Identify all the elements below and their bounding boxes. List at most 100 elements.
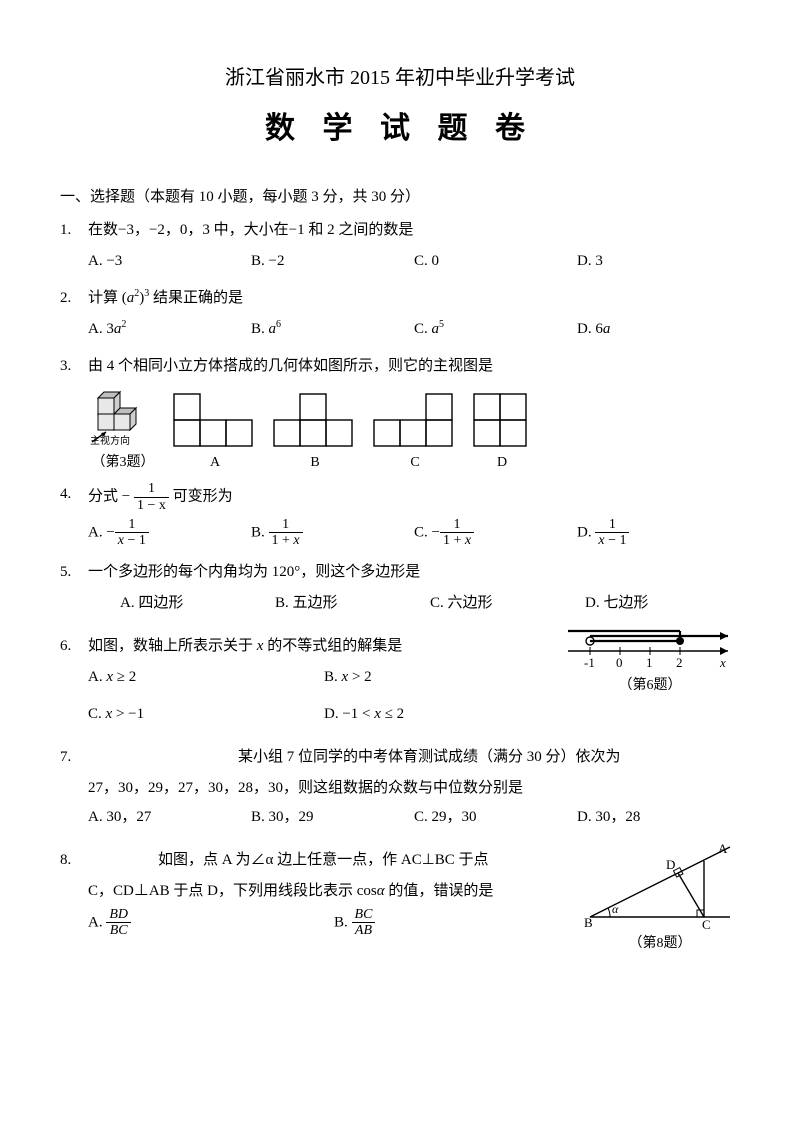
q6-opt-b: B. x > 2 — [324, 664, 560, 691]
question-2: 2. 计算 (a2)3 结果正确的是 — [60, 285, 740, 312]
q3-opt-d-fig: D — [472, 392, 532, 475]
q4-opt-d: D. 1x − 1 — [577, 517, 740, 549]
q3-solid-figure: 主视方向 （第3题） — [88, 386, 158, 475]
q4-opt-a: A. −1x − 1 — [88, 517, 251, 549]
q4-options: A. −1x − 1 B. 11 + x C. −11 + x D. 1x − … — [60, 517, 740, 549]
q8-opt-b: B. BCAB — [334, 907, 580, 939]
q6-opt-c: C. x > −1 — [88, 701, 324, 728]
question-8: 8. 如图，点 A 为∠α 边上任意一点，作 AC⊥BC 于点 — [60, 847, 580, 874]
q7-opt-c: C. 29，30 — [414, 804, 577, 831]
q3-opt-a-label: A — [172, 450, 258, 475]
q3-number: 3. — [60, 353, 71, 380]
q1-opt-a: A. −3 — [88, 248, 251, 275]
q8-number: 8. — [60, 847, 71, 874]
q6-stem-pre: 如图，数轴上所表示关于 — [88, 638, 257, 654]
q8-label-D: D — [666, 857, 675, 872]
q3-view-label: 主视方向 — [90, 434, 130, 447]
q6-tick-2: 1 — [646, 655, 653, 670]
q7-opt-d: D. 30，28 — [577, 804, 740, 831]
q2a-exp: 2 — [121, 319, 126, 330]
q2c-pre: C. — [414, 321, 432, 337]
q7-stem-1: 某小组 7 位同学的中考体育测试成绩（满分 30 分）依次为 — [238, 749, 621, 765]
q3-stem: 由 4 个相同小立方体搭成的几何体如图所示，则它的主视图是 — [88, 358, 493, 374]
q4a-n: 1 — [115, 517, 149, 533]
q1-stem: 在数−3，−2，0，3 中，大小在−1 和 2 之间的数是 — [88, 222, 413, 238]
q8-label-A: A — [718, 841, 728, 856]
q1-opt-d: D. 3 — [577, 248, 740, 275]
q6-figure: -1 0 1 2 x （第6题） — [560, 627, 740, 698]
q2b-exp: 6 — [276, 319, 281, 330]
q8-label-B: B — [584, 915, 593, 930]
q1-options: A. −3 B. −2 C. 0 D. 3 — [60, 248, 740, 275]
q4c-pre: C. − — [414, 524, 440, 540]
triangle-icon: A B C D α — [580, 841, 740, 931]
q7-options: A. 30，27 B. 30，29 C. 29，30 D. 30，28 — [60, 804, 740, 831]
q2c-exp: 5 — [439, 319, 444, 330]
number-line-icon: -1 0 1 2 x — [560, 627, 740, 673]
q4-opt-b: B. 11 + x — [251, 517, 414, 549]
q2-number: 2. — [60, 285, 71, 312]
q5-options: A. 四边形 B. 五边形 C. 六边形 D. 七边形 — [60, 590, 740, 617]
q4-opt-c: C. −11 + x — [414, 517, 577, 549]
q2d-var: a — [603, 321, 611, 337]
exam-header-line2: 数 学 试 题 卷 — [60, 102, 740, 156]
question-4: 4. 分式 − 11 − x 可变形为 — [60, 481, 740, 513]
q5-opt-a: A. 四边形 — [120, 590, 275, 617]
q2-options: A. 3a2 B. a6 C. a5 D. 6a — [60, 316, 740, 343]
q4b-pre: B. — [251, 524, 269, 540]
question-1: 1. 在数−3，−2，0，3 中，大小在−1 和 2 之间的数是 — [60, 217, 740, 244]
q6-options-1: A. x ≥ 2 B. x > 2 — [60, 664, 560, 691]
q3-figures: 主视方向 （第3题） A B C D — [60, 386, 740, 475]
q6-tick-0: -1 — [584, 655, 595, 670]
q3-opt-b-fig: B — [272, 392, 358, 475]
q4a-pre: A. − — [88, 524, 115, 540]
question-7: 7. 某小组 7 位同学的中考体育测试成绩（满分 30 分）依次为 — [60, 744, 740, 771]
q8-stem-2: C，CD⊥AB 于点 D，下列用线段比表示 cosα 的值，错误的是 — [60, 878, 580, 905]
q2-opt-d: D. 6a — [577, 316, 740, 343]
q4d-pre: D. — [577, 524, 595, 540]
q4-main-num: 1 — [134, 481, 169, 497]
q2-opt-b: B. a6 — [251, 316, 414, 343]
q3-opt-c-label: C — [372, 450, 458, 475]
q2c-var: a — [432, 321, 440, 337]
q6-options-2: C. x > −1 D. −1 < x ≤ 2 — [60, 701, 560, 728]
q2-opt-a: A. 3a2 — [88, 316, 251, 343]
q5-stem: 一个多边形的每个内角均为 120°，则这个多边形是 — [88, 564, 420, 580]
q5-opt-b: B. 五边形 — [275, 590, 430, 617]
q8-label-alpha: α — [612, 902, 619, 916]
q3-opt-c-fig: C — [372, 392, 458, 475]
q4b-n: 1 — [269, 517, 303, 533]
q2-exp1: 2 — [134, 288, 139, 299]
q2d-pre: D. 6 — [577, 321, 603, 337]
q7-number: 7. — [60, 744, 71, 771]
q1-number: 1. — [60, 217, 71, 244]
q8-options: A. BDBC B. BCAB — [60, 907, 580, 939]
q4-number: 4. — [60, 481, 71, 508]
q4c-n: 1 — [440, 517, 474, 533]
q8-opt-a: A. BDBC — [88, 907, 334, 939]
q2b-pre: B. — [251, 321, 269, 337]
q4-stem-pre: 分式 — [88, 489, 122, 505]
question-5: 5. 一个多边形的每个内角均为 120°，则这个多边形是 — [60, 559, 740, 586]
q4-main-den: 1 − x — [134, 498, 169, 513]
q2-stem: 计算 (a2)3 结果正确的是 — [88, 290, 243, 306]
q3-opt-d-label: D — [472, 450, 532, 475]
q6-opt-d: D. −1 < x ≤ 2 — [324, 701, 560, 728]
q5-number: 5. — [60, 559, 71, 586]
q2a-pre: A. 3 — [88, 321, 114, 337]
q4-main-frac: 11 − x — [134, 481, 169, 513]
section-1-title: 一、选择题（本题有 10 小题，每小题 3 分，共 30 分） — [60, 184, 740, 211]
question-3: 3. 由 4 个相同小立方体搭成的几何体如图所示，则它的主视图是 — [60, 353, 740, 380]
question-6: 6. 如图，数轴上所表示关于 x 的不等式组的解集是 — [60, 633, 560, 660]
q5-opt-d: D. 七边形 — [585, 590, 740, 617]
q6-tick-3: 2 — [676, 655, 683, 670]
question-8-row: 8. 如图，点 A 为∠α 边上任意一点，作 AC⊥BC 于点 C，CD⊥AB … — [60, 841, 740, 956]
q3-opt-a-fig: A — [172, 392, 258, 475]
q3-opt-b-label: B — [272, 450, 358, 475]
exam-header-line1: 浙江省丽水市 2015 年初中毕业升学考试 — [60, 60, 740, 96]
q6-opt-a: A. x ≥ 2 — [88, 664, 324, 691]
q8-figure: A B C D α （第8题） — [580, 841, 740, 956]
q5-opt-c: C. 六边形 — [430, 590, 585, 617]
q1-opt-b: B. −2 — [251, 248, 414, 275]
q1-opt-c: C. 0 — [414, 248, 577, 275]
